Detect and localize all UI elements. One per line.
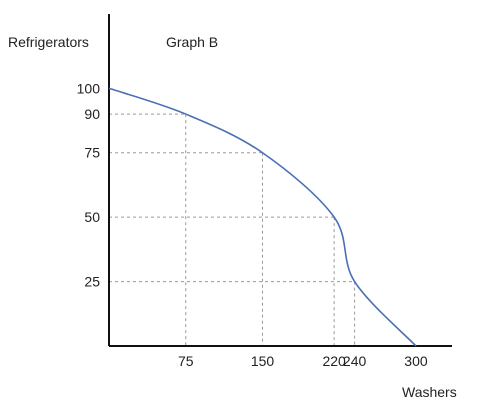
x-tick-label: 220 bbox=[322, 353, 346, 369]
x-tick-label: 150 bbox=[251, 353, 275, 369]
y-tick-labels: 25 50 75 90 100 bbox=[77, 80, 101, 289]
x-tick-label: 300 bbox=[404, 353, 428, 369]
y-tick-label: 25 bbox=[84, 274, 100, 290]
reference-lines bbox=[109, 113, 356, 346]
y-tick-label: 50 bbox=[84, 209, 100, 225]
y-tick-label: 75 bbox=[84, 145, 100, 161]
y-tick-label: 100 bbox=[77, 80, 101, 96]
ppf-curve bbox=[108, 87, 417, 347]
x-axis-label: Washers bbox=[402, 384, 457, 400]
x-tick-label: 240 bbox=[343, 353, 367, 369]
y-axis-label: Refrigerators bbox=[8, 34, 89, 50]
y-tick-label: 90 bbox=[84, 106, 100, 122]
x-tick-label: 75 bbox=[178, 353, 194, 369]
chart-title: Graph B bbox=[166, 34, 218, 50]
